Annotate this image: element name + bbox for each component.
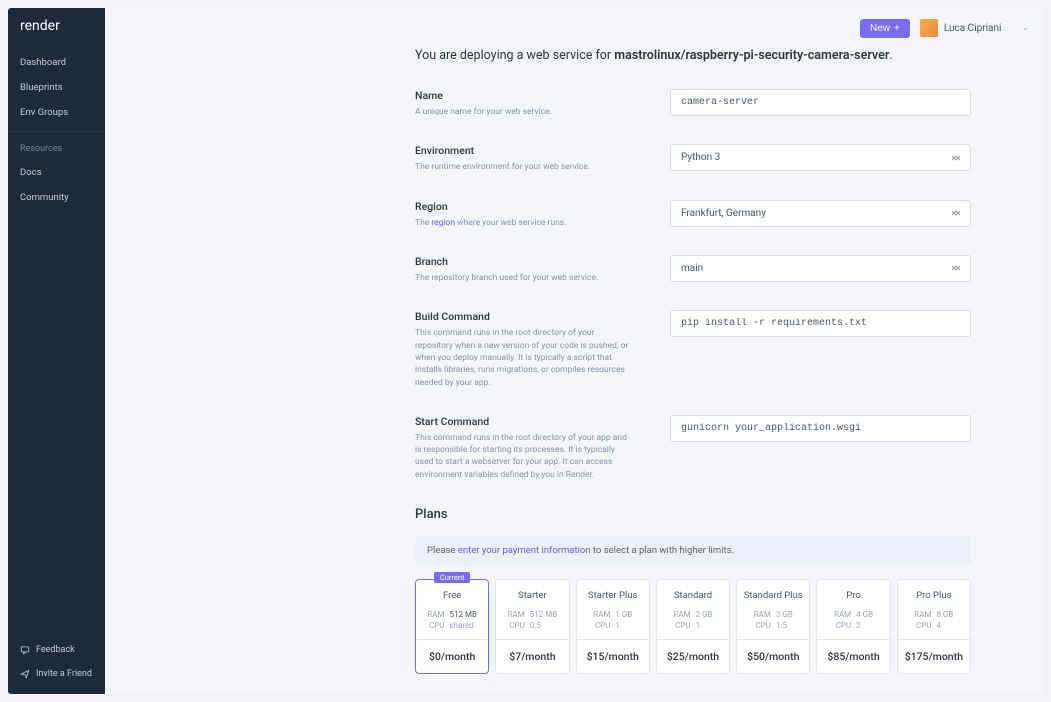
avatar [920, 19, 938, 37]
user-menu[interactable]: Luca Cipriani ⌄ [920, 19, 1029, 37]
plan-spec: RAMCPU2 GB1 [661, 609, 725, 631]
branch-help: The repository branch used for your web … [415, 272, 630, 284]
plan-name: Starter Plus [581, 590, 645, 601]
plan-card-standard-plus[interactable]: Standard Plus RAMCPU3 GB1.5 $50/month [736, 579, 810, 674]
plan-name: Pro Plus [902, 590, 966, 601]
plan-spec: RAMCPU512 MBshared [420, 609, 484, 631]
start-help: This command runs in the root directory … [415, 432, 630, 481]
sidebar-item-env-groups[interactable]: Env Groups [8, 100, 105, 125]
field-row-branch: Branch The repository branch used for yo… [415, 255, 971, 284]
plan-card-starter[interactable]: Starter RAMCPU512 MB0.5 $7/month [495, 579, 569, 674]
field-row-start: Start Command This command runs in the r… [415, 415, 971, 481]
brand-logo[interactable]: render [8, 8, 105, 50]
sidebar-feedback-label: Feedback [36, 645, 75, 655]
plan-price: $25/month [657, 639, 729, 673]
plan-name: Standard [661, 590, 725, 601]
topbar: New + Luca Cipriani ⌄ [105, 8, 1043, 48]
plan-name: Free [420, 590, 484, 601]
main-panel: New + Luca Cipriani ⌄ You are deploying … [105, 8, 1043, 694]
environment-select[interactable]: Python 3 [670, 144, 971, 171]
plan-name: Starter [500, 590, 564, 601]
plan-spec: RAMCPU512 MB0.5 [500, 609, 564, 631]
build-help: This command runs in the root directory … [415, 327, 630, 389]
user-name: Luca Cipriani [944, 23, 1002, 34]
sidebar-item-blueprints[interactable]: Blueprints [8, 75, 105, 100]
sidebar-feedback[interactable]: Feedback [8, 638, 105, 662]
plans-info-bar: Please enter your payment information to… [415, 536, 971, 565]
send-icon [20, 669, 30, 679]
region-help-link[interactable]: region [431, 218, 455, 228]
plans-row: CurrentFreeRAMCPU512 MBshared$0/monthSta… [415, 579, 971, 674]
plan-card-starter-plus[interactable]: Starter Plus RAMCPU1 GB1 $15/month [576, 579, 650, 674]
plan-name: Pro [821, 590, 885, 601]
environment-help: The runtime environment for your web ser… [415, 161, 630, 173]
sidebar-item-community[interactable]: Community [8, 185, 105, 210]
sidebar-invite-label: Invite a Friend [36, 669, 92, 679]
plan-price: $85/month [817, 639, 889, 673]
name-input[interactable] [670, 89, 971, 116]
name-label: Name [415, 89, 630, 102]
sidebar-item-docs[interactable]: Docs [8, 160, 105, 185]
branch-label: Branch [415, 255, 630, 268]
plan-spec: RAMCPU8 GB4 [902, 609, 966, 631]
name-help: A unique name for your web service. [415, 106, 630, 118]
field-row-name: Name A unique name for your web service. [415, 89, 971, 118]
field-row-environment: Environment The runtime environment for … [415, 144, 971, 173]
start-input[interactable] [670, 415, 971, 442]
plan-price: $0/month [416, 639, 488, 673]
plan-card-free[interactable]: CurrentFreeRAMCPU512 MBshared$0/month [415, 579, 489, 674]
plan-spec: RAMCPU3 GB1.5 [741, 609, 805, 631]
chevron-down-icon: ⌄ [1021, 23, 1029, 33]
plan-spec: RAMCPU1 GB1 [581, 609, 645, 631]
build-input[interactable] [670, 310, 971, 337]
start-label: Start Command [415, 415, 630, 428]
plans-heading: Plans [415, 507, 971, 522]
payment-info-link[interactable]: enter your payment information [458, 545, 591, 556]
repo-name: mastrolinux/raspberry-pi-security-camera… [614, 48, 889, 63]
plan-name: Standard Plus [741, 590, 805, 601]
new-button[interactable]: New + [860, 19, 910, 38]
plan-card-pro-plus[interactable]: Pro Plus RAMCPU8 GB4 $175/month [897, 579, 971, 674]
field-row-region: Region The region where your web service… [415, 200, 971, 229]
content: You are deploying a web service for mast… [105, 48, 1043, 694]
page-title: You are deploying a web service for mast… [415, 48, 971, 63]
new-button-label: New [870, 23, 890, 34]
plan-price: $7/month [496, 639, 568, 673]
chat-icon [20, 645, 30, 655]
plan-price: $15/month [577, 639, 649, 673]
plan-price: $175/month [898, 639, 970, 673]
sidebar-item-dashboard[interactable]: Dashboard [8, 50, 105, 75]
sidebar-invite[interactable]: Invite a Friend [8, 662, 105, 686]
region-label: Region [415, 200, 630, 213]
field-row-build: Build Command This command runs in the r… [415, 310, 971, 389]
environment-label: Environment [415, 144, 630, 157]
sidebar: render Dashboard Blueprints Env Groups R… [8, 8, 105, 694]
build-label: Build Command [415, 310, 630, 323]
region-select[interactable]: Frankfurt, Germany [670, 200, 971, 227]
plan-spec: RAMCPU4 GB2 [821, 609, 885, 631]
plan-card-pro[interactable]: Pro RAMCPU4 GB2 $85/month [816, 579, 890, 674]
plan-price: $50/month [737, 639, 809, 673]
sidebar-section-resources: Resources [8, 131, 105, 160]
app-root: render Dashboard Blueprints Env Groups R… [0, 0, 1051, 702]
plan-card-standard[interactable]: Standard RAMCPU2 GB1 $25/month [656, 579, 730, 674]
plus-icon: + [894, 23, 900, 34]
branch-select[interactable]: main [670, 255, 971, 282]
current-badge: Current [434, 572, 471, 583]
region-help: The region where your web service runs. [415, 217, 630, 229]
